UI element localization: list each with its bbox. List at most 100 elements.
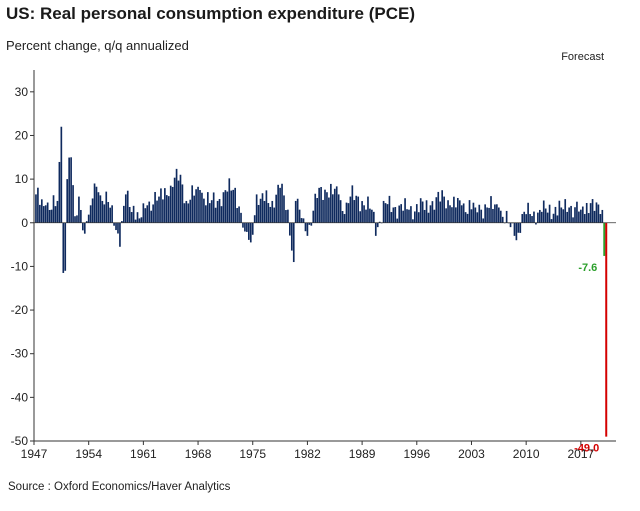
bar [531, 216, 533, 223]
bar [470, 209, 473, 223]
bar [146, 205, 149, 223]
bar [117, 222, 119, 234]
bar [376, 222, 379, 228]
bar [324, 189, 326, 223]
bar [150, 210, 153, 223]
bar [80, 209, 82, 223]
bar [203, 198, 205, 223]
bar [271, 200, 274, 223]
bar [462, 203, 465, 223]
bar [359, 211, 361, 223]
bar [341, 211, 344, 223]
forecast-data-label-1: -7.6 [578, 262, 597, 274]
chart-title: US: Real personal consumption expenditur… [6, 4, 416, 23]
bar [445, 208, 447, 223]
bar [429, 205, 432, 223]
bar [273, 207, 276, 223]
bar [148, 201, 151, 223]
bar [339, 200, 342, 223]
bar [95, 186, 98, 223]
bar [134, 219, 137, 223]
bar [421, 201, 424, 223]
bar [453, 196, 455, 223]
bar [290, 222, 293, 251]
bar [394, 207, 397, 223]
bar [490, 196, 492, 223]
bar [156, 200, 158, 223]
bar [169, 185, 172, 223]
bar [486, 207, 488, 223]
bar [246, 222, 248, 232]
bar [539, 209, 541, 223]
bar [328, 197, 330, 223]
bar [533, 211, 535, 223]
bar [175, 168, 178, 223]
bar [552, 213, 555, 223]
bar [308, 222, 311, 225]
bar [455, 207, 457, 223]
bar [257, 204, 260, 223]
bar [316, 198, 319, 223]
x-tick-label: 2017 [567, 447, 594, 461]
bar [251, 222, 254, 235]
bar [570, 205, 572, 223]
bar [396, 218, 399, 223]
bar [220, 206, 223, 223]
bar [578, 211, 580, 223]
bar [427, 212, 430, 223]
x-tick-label: 1968 [185, 447, 212, 461]
bar [353, 200, 356, 223]
bar [400, 204, 402, 223]
bar [222, 192, 225, 223]
bar [484, 204, 486, 223]
bar [419, 198, 422, 223]
bar [142, 203, 145, 223]
bar [44, 205, 47, 223]
bar [460, 205, 463, 223]
bar [599, 214, 602, 223]
bar [585, 202, 588, 223]
bar [289, 222, 291, 236]
bar [218, 198, 221, 223]
bar [546, 212, 549, 223]
bar [183, 203, 186, 223]
bar [298, 209, 301, 223]
bar [56, 200, 59, 223]
bar [540, 211, 543, 223]
bar [548, 204, 551, 223]
bar [66, 179, 69, 223]
bar [128, 207, 131, 223]
bar [451, 207, 453, 223]
bar [589, 203, 592, 223]
x-tick-label: 2010 [513, 447, 540, 461]
bar [177, 180, 180, 223]
bar [542, 200, 545, 223]
bar [85, 221, 88, 223]
x-tick-label: 1982 [294, 447, 321, 461]
bar [248, 222, 250, 240]
bar [249, 222, 252, 243]
bar [384, 203, 387, 223]
bar [124, 194, 127, 223]
bar [587, 213, 590, 223]
bar [158, 196, 160, 223]
source-note: Source : Oxford Economics/Haver Analytic… [8, 481, 231, 493]
bar [441, 190, 444, 223]
bar [228, 178, 231, 223]
x-tick-label: 1947 [21, 447, 48, 461]
bar [595, 202, 598, 223]
bar [199, 190, 201, 223]
bar [349, 196, 352, 223]
bar [91, 198, 94, 223]
bar [74, 216, 76, 223]
bar [529, 214, 531, 223]
bar [558, 200, 561, 223]
x-tick-label: 1961 [130, 447, 157, 461]
bar [398, 205, 401, 223]
bar [466, 213, 469, 223]
bar [42, 206, 45, 223]
bar [140, 217, 143, 223]
bar [261, 193, 264, 223]
bar [310, 222, 313, 226]
bar [564, 199, 567, 223]
